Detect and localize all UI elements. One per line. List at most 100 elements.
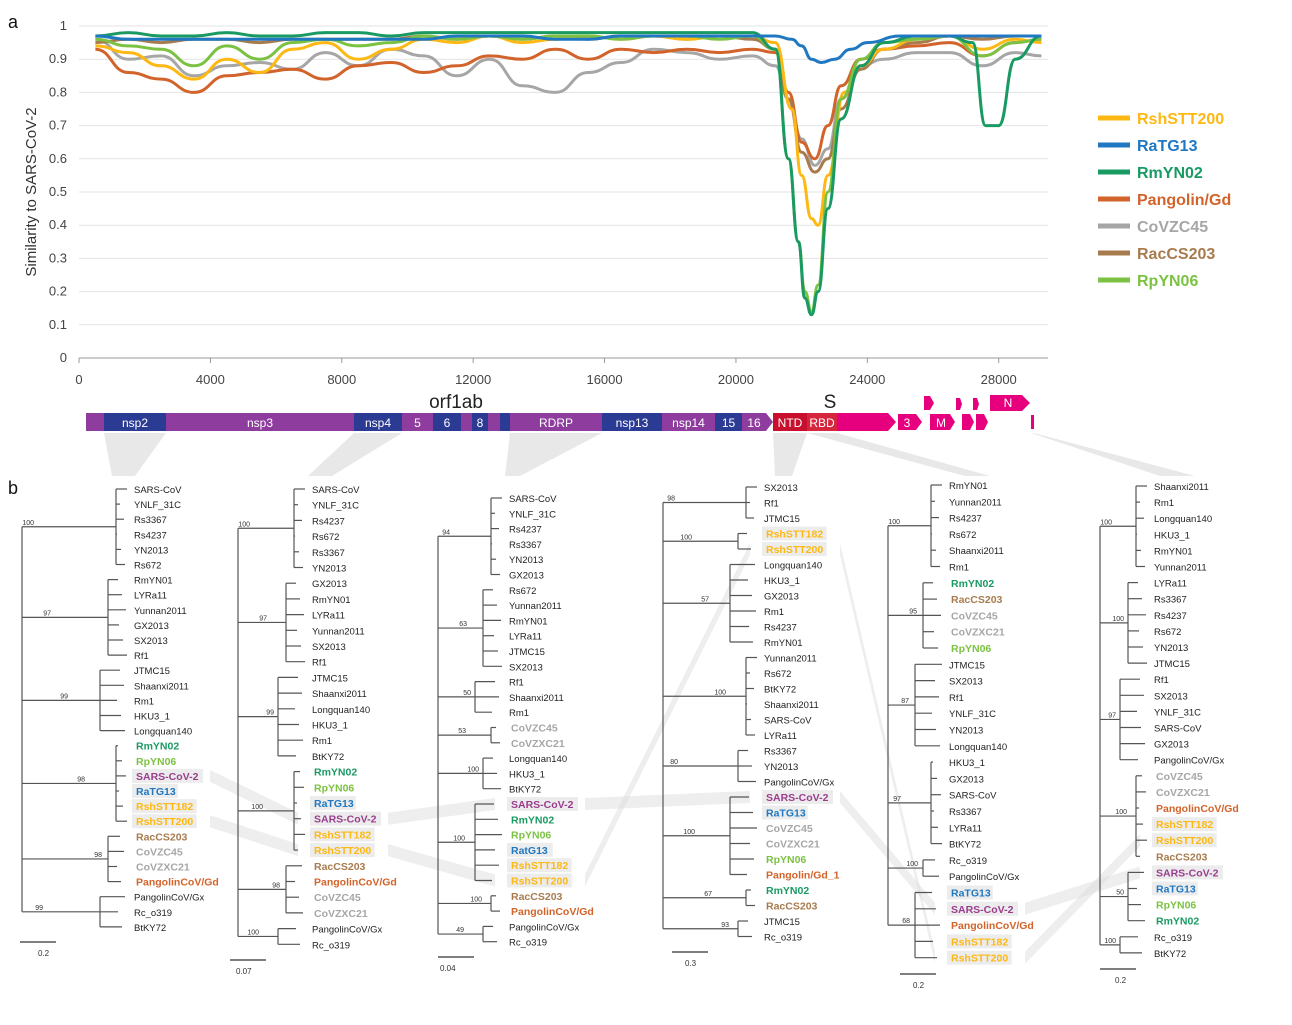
tree-leaf-label: Rs672 xyxy=(509,586,536,597)
legend-label: RpYN06 xyxy=(1137,273,1198,290)
leaf-highlight xyxy=(507,858,572,873)
tree-leaf-label: LYRa11 xyxy=(949,823,982,834)
x-tick-label: 24000 xyxy=(849,372,885,387)
bootstrap-value: 98 xyxy=(94,852,102,859)
tree-leaf-label: SARS-CoV-2 xyxy=(766,792,829,804)
genome-segment xyxy=(742,413,766,431)
tree-leaf-label: JTMC15 xyxy=(312,673,348,684)
tree-leaf-label: HKU3_1 xyxy=(134,712,170,723)
tree-leaf-label: SARS-CoV xyxy=(1154,724,1202,735)
tree-leaf-label: Rs672 xyxy=(764,669,791,680)
leaf-highlight xyxy=(1152,817,1217,832)
bootstrap-value: 87 xyxy=(901,698,909,705)
n-gene-label: N xyxy=(1004,396,1013,410)
y-axis-label: Similarity to SARS-CoV-2 xyxy=(23,107,40,276)
tree-leaf-label: YN2013 xyxy=(949,726,983,737)
genome-segment-label: 5 xyxy=(414,416,421,430)
bootstrap-value: 100 xyxy=(467,766,479,773)
y-tick-label: 0.3 xyxy=(49,250,67,265)
x-tick-label: 8000 xyxy=(327,372,356,387)
tree-leaf-label: Rs672 xyxy=(312,532,339,543)
tree-leaf-label: CoVZC45 xyxy=(766,823,813,835)
scale-bar-label: 0.3 xyxy=(685,959,697,968)
legend-label: Pangolin/Gd xyxy=(1137,192,1231,209)
tree-leaf-label: HKU3_1 xyxy=(312,721,348,732)
tree-leaf-label: Rs3367 xyxy=(509,540,542,551)
y-tick-label: 0.8 xyxy=(49,84,67,99)
tree-leaf-label: PangolinCoV/Gd xyxy=(136,877,219,889)
leaf-highlight xyxy=(132,814,197,829)
bootstrap-value: 50 xyxy=(463,690,471,697)
tree-leaf-label: RshSTT200 xyxy=(136,816,193,828)
tree-leaf-label: CoVZXC21 xyxy=(951,627,1005,639)
similarity-series xyxy=(95,31,1042,317)
genome-tree-band xyxy=(505,433,602,476)
tree-leaf-label: JTMC15 xyxy=(1154,659,1190,670)
legend-label: RaTG13 xyxy=(1137,138,1198,155)
tree-leaf-label: PangolinCoV/Gx xyxy=(1154,756,1224,767)
tree-leaf-label: RshSTT200 xyxy=(766,544,823,556)
leaf-highlight xyxy=(762,542,827,556)
genome-segment xyxy=(166,413,354,431)
tree-leaf-label: Longquan140 xyxy=(134,727,192,738)
tree-leaf-label: Yunnan2011 xyxy=(312,626,365,637)
genome-segment-label: 15 xyxy=(722,416,736,430)
tree-leaf-label: Rm1 xyxy=(949,563,969,574)
tree-leaf-label: YNLF_31C xyxy=(134,500,181,511)
tree-leaf-label: Yunnan2011 xyxy=(949,497,1002,508)
tree-leaf-label: BtKY72 xyxy=(134,923,166,934)
bootstrap-value: 100 xyxy=(453,835,465,842)
bootstrap-value: 67 xyxy=(704,891,712,898)
tree-leaf-label: Rc_o319 xyxy=(1154,933,1192,944)
tree-leaf-label: PangolinCoV/Gd xyxy=(314,877,397,889)
m-gene-label: M xyxy=(936,416,946,430)
x-tick-label: 12000 xyxy=(455,372,491,387)
tanglegram-band xyxy=(1025,834,1140,964)
tree-leaf-label: RshSTT200 xyxy=(314,845,371,857)
tree-leaf-label: CoVZXC21 xyxy=(511,738,565,750)
tanglegram-band xyxy=(210,769,298,825)
tree-leaf-label: RatG13 xyxy=(511,845,548,857)
tree-leaf-label: PangolinCoV/Gd xyxy=(511,906,594,918)
tree-leaf-label: JTMC15 xyxy=(134,666,170,677)
n-gene xyxy=(990,395,1030,411)
orf7b-gene xyxy=(973,398,979,410)
orf7-gene xyxy=(962,414,974,430)
leaf-highlight xyxy=(1152,881,1198,896)
tree-leaf-label: Yunnan2011 xyxy=(134,606,187,617)
panel-label-b: b xyxy=(8,478,18,498)
y-tick-label: 0 xyxy=(60,350,67,365)
scale-bar-label: 0.07 xyxy=(236,967,252,976)
tree-leaf-label: PangolinCoV/Gx xyxy=(509,922,579,933)
leaf-highlight xyxy=(762,790,833,804)
tree-leaf-label: Yunnan2011 xyxy=(764,654,817,665)
tree-leaf-label: BtKY72 xyxy=(1154,949,1186,960)
orf3-gene xyxy=(898,414,922,430)
y-tick-label: 0.1 xyxy=(49,317,67,332)
tree-leaf-label: GX2013 xyxy=(1154,740,1189,751)
ntd-segment xyxy=(773,413,807,431)
tree-leaf-label: RaTG13 xyxy=(136,786,176,798)
tree-leaf-label: YNLF_31C xyxy=(312,501,359,512)
orf8-gene xyxy=(976,414,988,430)
tree-leaf-label: RmYN01 xyxy=(134,576,173,587)
scale-bar-label: 0.2 xyxy=(38,949,50,958)
legend-label: CoVZC45 xyxy=(1137,219,1208,236)
tree-leaf-label: LYRa11 xyxy=(764,731,797,742)
genome-segment xyxy=(715,413,742,431)
bootstrap-value: 49 xyxy=(456,927,464,934)
tree-leaf-label: RacCS203 xyxy=(766,901,818,913)
tree-leaf-label: Shaanxi2011 xyxy=(1154,482,1209,493)
leaf-highlight xyxy=(947,934,1012,949)
tree-leaf-label: BtKY72 xyxy=(509,785,541,796)
tree-leaf-label: RmYN01 xyxy=(764,638,803,649)
tree-leaf-label: RshSTT200 xyxy=(951,953,1008,965)
tree-leaf-label: LYRa11 xyxy=(312,611,345,622)
tanglegram-band xyxy=(1025,866,1140,915)
tree-leaf-label: RacCS203 xyxy=(136,831,188,843)
tree-leaf-label: CoVZC45 xyxy=(136,846,183,858)
bootstrap-value: 100 xyxy=(680,534,692,541)
tanglegram-band xyxy=(585,791,750,810)
leaf-highlight xyxy=(947,901,1018,916)
y-tick-label: 0.2 xyxy=(49,284,67,299)
